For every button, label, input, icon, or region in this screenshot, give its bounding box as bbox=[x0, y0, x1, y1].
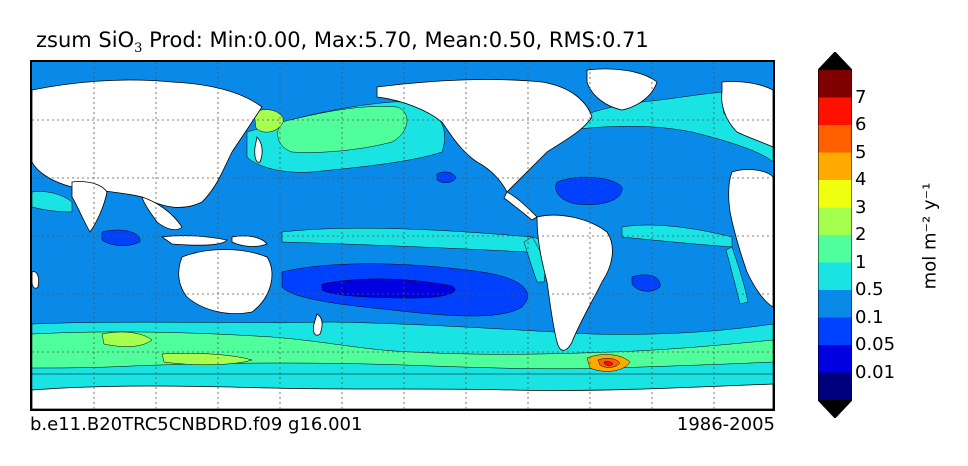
colorbar-swatch bbox=[818, 125, 852, 153]
land-japan bbox=[254, 136, 263, 163]
south-pacific-gyre-core bbox=[321, 278, 456, 299]
title-subscript: 3 bbox=[134, 41, 143, 57]
colorbar-swatch bbox=[818, 70, 852, 98]
map-svg bbox=[32, 62, 773, 409]
land-australia bbox=[178, 249, 273, 315]
run-identifier: b.e11.B20TRC5CNBDRD.f09 g16.001 bbox=[30, 414, 363, 435]
land-south-america bbox=[536, 214, 613, 351]
south-atlantic-gyre bbox=[631, 274, 661, 292]
colorbar-swatch bbox=[818, 235, 852, 263]
land-masses bbox=[32, 68, 773, 409]
colorbar-tick-label: 0.1 bbox=[855, 306, 884, 328]
colorbar-tick-label: 7 bbox=[855, 86, 867, 108]
colorbar-swatch bbox=[818, 317, 852, 345]
colorbar-swatch bbox=[818, 152, 852, 180]
colorbar-swatch bbox=[818, 372, 852, 400]
land-greenland bbox=[586, 68, 658, 111]
indian-gyre bbox=[101, 229, 141, 246]
land-new-guinea bbox=[231, 235, 268, 247]
graticule bbox=[32, 62, 773, 409]
colorbar-swatch bbox=[818, 97, 852, 125]
title-suffix: Prod: Min:0.00, Max:5.70, Mean:0.50, RMS… bbox=[142, 28, 649, 52]
colorbar bbox=[818, 52, 852, 418]
title-prefix: zsum SiO bbox=[36, 28, 135, 52]
north-pacific-green-zone bbox=[277, 106, 408, 153]
land-se-asia bbox=[141, 196, 183, 231]
land-antarctica bbox=[32, 383, 773, 409]
colorbar-under-triangle bbox=[818, 400, 852, 418]
land-new-zealand bbox=[312, 313, 323, 336]
benguela-cyan bbox=[725, 246, 749, 305]
land-north-america bbox=[376, 79, 593, 193]
colorbar-tick-label: 2 bbox=[855, 224, 867, 245]
southern-ocean-yellow-2 bbox=[161, 353, 253, 366]
colorbar-swatch bbox=[818, 345, 852, 373]
colorbar-tick-label: 5 bbox=[855, 141, 867, 163]
land-europe bbox=[721, 81, 773, 148]
colorbar-tick-label: 4 bbox=[855, 169, 867, 190]
colorbar-tick-label: 6 bbox=[855, 114, 867, 135]
southern-ocean-yellow bbox=[101, 331, 153, 347]
land-africa bbox=[728, 169, 773, 308]
colorbar-tick-label: 1 bbox=[855, 251, 867, 273]
colorbar-swatch bbox=[818, 207, 852, 235]
land-indonesia bbox=[160, 235, 228, 246]
colorbar-label-text: mol m⁻² y⁻¹ bbox=[919, 182, 941, 290]
colorbar-swatch bbox=[818, 262, 852, 290]
north-pacific-gyre bbox=[436, 171, 457, 183]
north-atlantic-gyre bbox=[555, 176, 623, 205]
colorbar-swatch bbox=[818, 290, 852, 318]
colorbar-tick-label: 0.01 bbox=[855, 361, 896, 383]
colorbar-swatch bbox=[818, 180, 852, 208]
arabian-sea-cyan bbox=[32, 191, 73, 213]
colorbar-tick-label: 0.05 bbox=[855, 334, 896, 355]
map-title: zsum SiO3 Prod: Min:0.00, Max:5.70, Mean… bbox=[36, 28, 649, 56]
scotia-sea-peak bbox=[603, 361, 614, 366]
colorbar-tick-label: 3 bbox=[855, 196, 867, 218]
colorbar-tick-label: 0.5 bbox=[855, 279, 884, 300]
colorbar-over-triangle bbox=[818, 52, 852, 70]
world-map bbox=[30, 60, 775, 411]
land-central-america bbox=[503, 191, 538, 221]
land-madagascar bbox=[32, 271, 40, 289]
year-range: 1986-2005 bbox=[676, 414, 775, 435]
